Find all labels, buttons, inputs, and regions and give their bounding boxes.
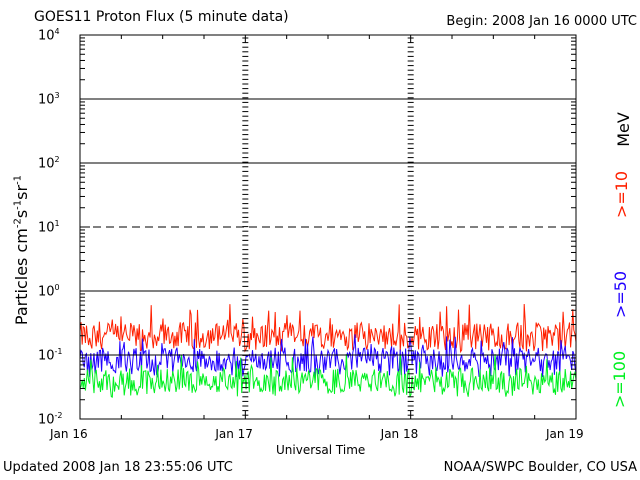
grid-layer [80,98,576,356]
y-tick-label: 104 [38,27,60,44]
y-tick-label: 100 [38,283,60,300]
credit-label: NOAA/SWPC Boulder, CO USA [443,460,637,475]
x-tick-label: Jan 16 [50,427,88,441]
begin-time: Begin: 2008 Jan 16 0000 UTC [446,14,637,29]
series-line-1 [79,334,577,378]
chart-title: GOES11 Proton Flux (5 minute data) [34,9,289,25]
legend-ge10: >=10 [612,170,632,219]
series-line-2 [79,354,577,398]
series-line-0 [79,303,577,354]
legend-ge50: >=50 [611,270,631,319]
y-axis-label: Particles cm-2s-1sr-1 [12,174,31,326]
y-tick-label: 103 [38,91,60,108]
legend-ge100: >=100 [610,350,630,409]
unit-label: MeV [613,112,633,147]
y-tick-label: 101 [38,219,60,236]
y-tick-label: 102 [38,155,60,172]
x-tick-label: Jan 18 [380,427,419,441]
tick-layer [79,34,577,420]
y-tick-label: 10-2 [38,411,63,428]
updated-time: Updated 2008 Jan 18 23:55:06 UTC [3,460,233,475]
series-layer [79,303,577,398]
x-tick-label: Jan 19 [546,427,584,441]
x-axis-label: Universal Time [276,443,366,457]
y-tick-label: 10-1 [38,347,63,364]
x-tick-label: Jan 17 [215,427,253,441]
